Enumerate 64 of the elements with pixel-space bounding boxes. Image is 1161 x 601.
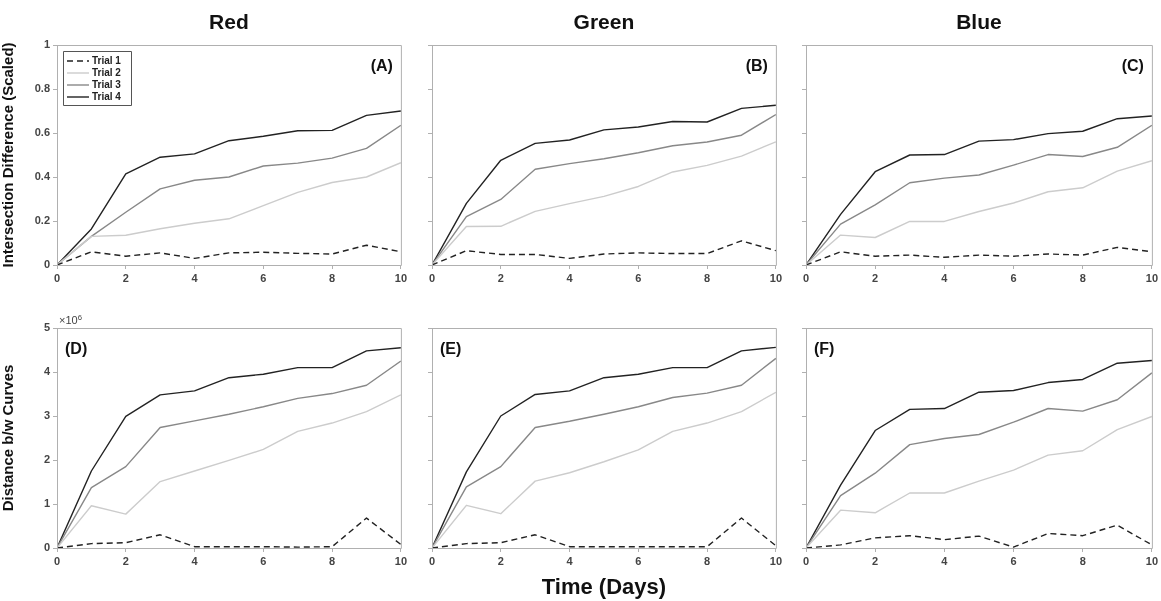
x-tick-label: 6 — [635, 554, 642, 567]
annotation: (E) — [440, 340, 462, 357]
x-tick-label: 2 — [872, 271, 879, 284]
x-tick-label: 10 — [394, 271, 408, 284]
x-tick-label: 8 — [704, 554, 711, 567]
x-tick-label: 4 — [941, 554, 949, 567]
x-tick-label: 0 — [428, 554, 436, 567]
x-tick-label: 2 — [497, 271, 504, 284]
y-tick-label: 4 — [43, 365, 51, 378]
x-tick-label: 4 — [566, 271, 574, 284]
x-tick-label: 10 — [769, 554, 783, 567]
y-axis-title: Intersection Difference (Scaled) — [0, 42, 17, 268]
x-tick-label: 2 — [872, 554, 879, 567]
x-tick-label: 6 — [260, 554, 267, 567]
annotation: (B) — [745, 57, 768, 74]
x-tick-label: 4 — [191, 554, 199, 567]
x-tick-label: 6 — [260, 271, 267, 284]
x-tick-label: 2 — [122, 271, 129, 284]
x-tick-label: 10 — [769, 271, 783, 284]
y-tick-label: 0.6 — [34, 126, 50, 139]
x-tick-label: 8 — [704, 271, 711, 284]
x-tick-label: 0 — [802, 271, 810, 284]
x-tick-label: 2 — [122, 554, 129, 567]
x-tick-label: 6 — [1010, 271, 1017, 284]
x-tick-label: 8 — [329, 554, 336, 567]
x-tick-label: 4 — [566, 554, 574, 567]
y-tick-label: 0.8 — [34, 82, 50, 95]
y-tick-label: 1 — [43, 497, 50, 510]
x-tick-label: 10 — [394, 554, 408, 567]
x-tick-label: 0 — [53, 554, 61, 567]
annotation: (C) — [1121, 57, 1144, 74]
y-tick-label: 5 — [43, 321, 50, 334]
chart-title: Red — [209, 10, 249, 33]
y-tick-label: 2 — [43, 453, 50, 466]
annotation: (F) — [814, 340, 835, 357]
x-tick-label: 4 — [941, 271, 949, 284]
x-tick-label: 0 — [802, 554, 810, 567]
x-tick-label: 10 — [1145, 271, 1159, 284]
x-axis-title: Time (Days) — [541, 573, 667, 599]
x-tick-label: 4 — [191, 271, 199, 284]
annotation: (D) — [65, 340, 88, 357]
y-tick-label: 0 — [43, 258, 50, 271]
x-tick-label: 8 — [1079, 271, 1086, 284]
legend-label: Trial 2 — [92, 66, 122, 78]
x-tick-label: 0 — [428, 271, 436, 284]
x-tick-label: 6 — [1010, 554, 1017, 567]
y-tick-label: 3 — [43, 409, 50, 422]
x-tick-label: 8 — [1079, 554, 1086, 567]
y-tick-label: 0 — [43, 541, 50, 554]
x-tick-label: 0 — [53, 271, 61, 284]
y-tick-label: 0.4 — [34, 170, 51, 183]
x-tick-label: 2 — [497, 554, 504, 567]
legend-label: Trial 3 — [92, 78, 122, 90]
legend-label: Trial 1 — [92, 54, 122, 66]
legend-label: Trial 4 — [92, 90, 122, 102]
x-tick-label: 10 — [1145, 554, 1159, 567]
chart-title: Green — [573, 10, 635, 33]
y-axis-title: Distance b/w Curves — [0, 364, 17, 512]
chart-title: Blue — [956, 10, 1002, 33]
x-tick-label: 8 — [329, 271, 336, 284]
y-tick-label: 0.2 — [34, 214, 50, 227]
y-tick-label: 1 — [43, 38, 50, 51]
x-tick-label: 6 — [635, 271, 642, 284]
annotation: (A) — [370, 57, 393, 74]
